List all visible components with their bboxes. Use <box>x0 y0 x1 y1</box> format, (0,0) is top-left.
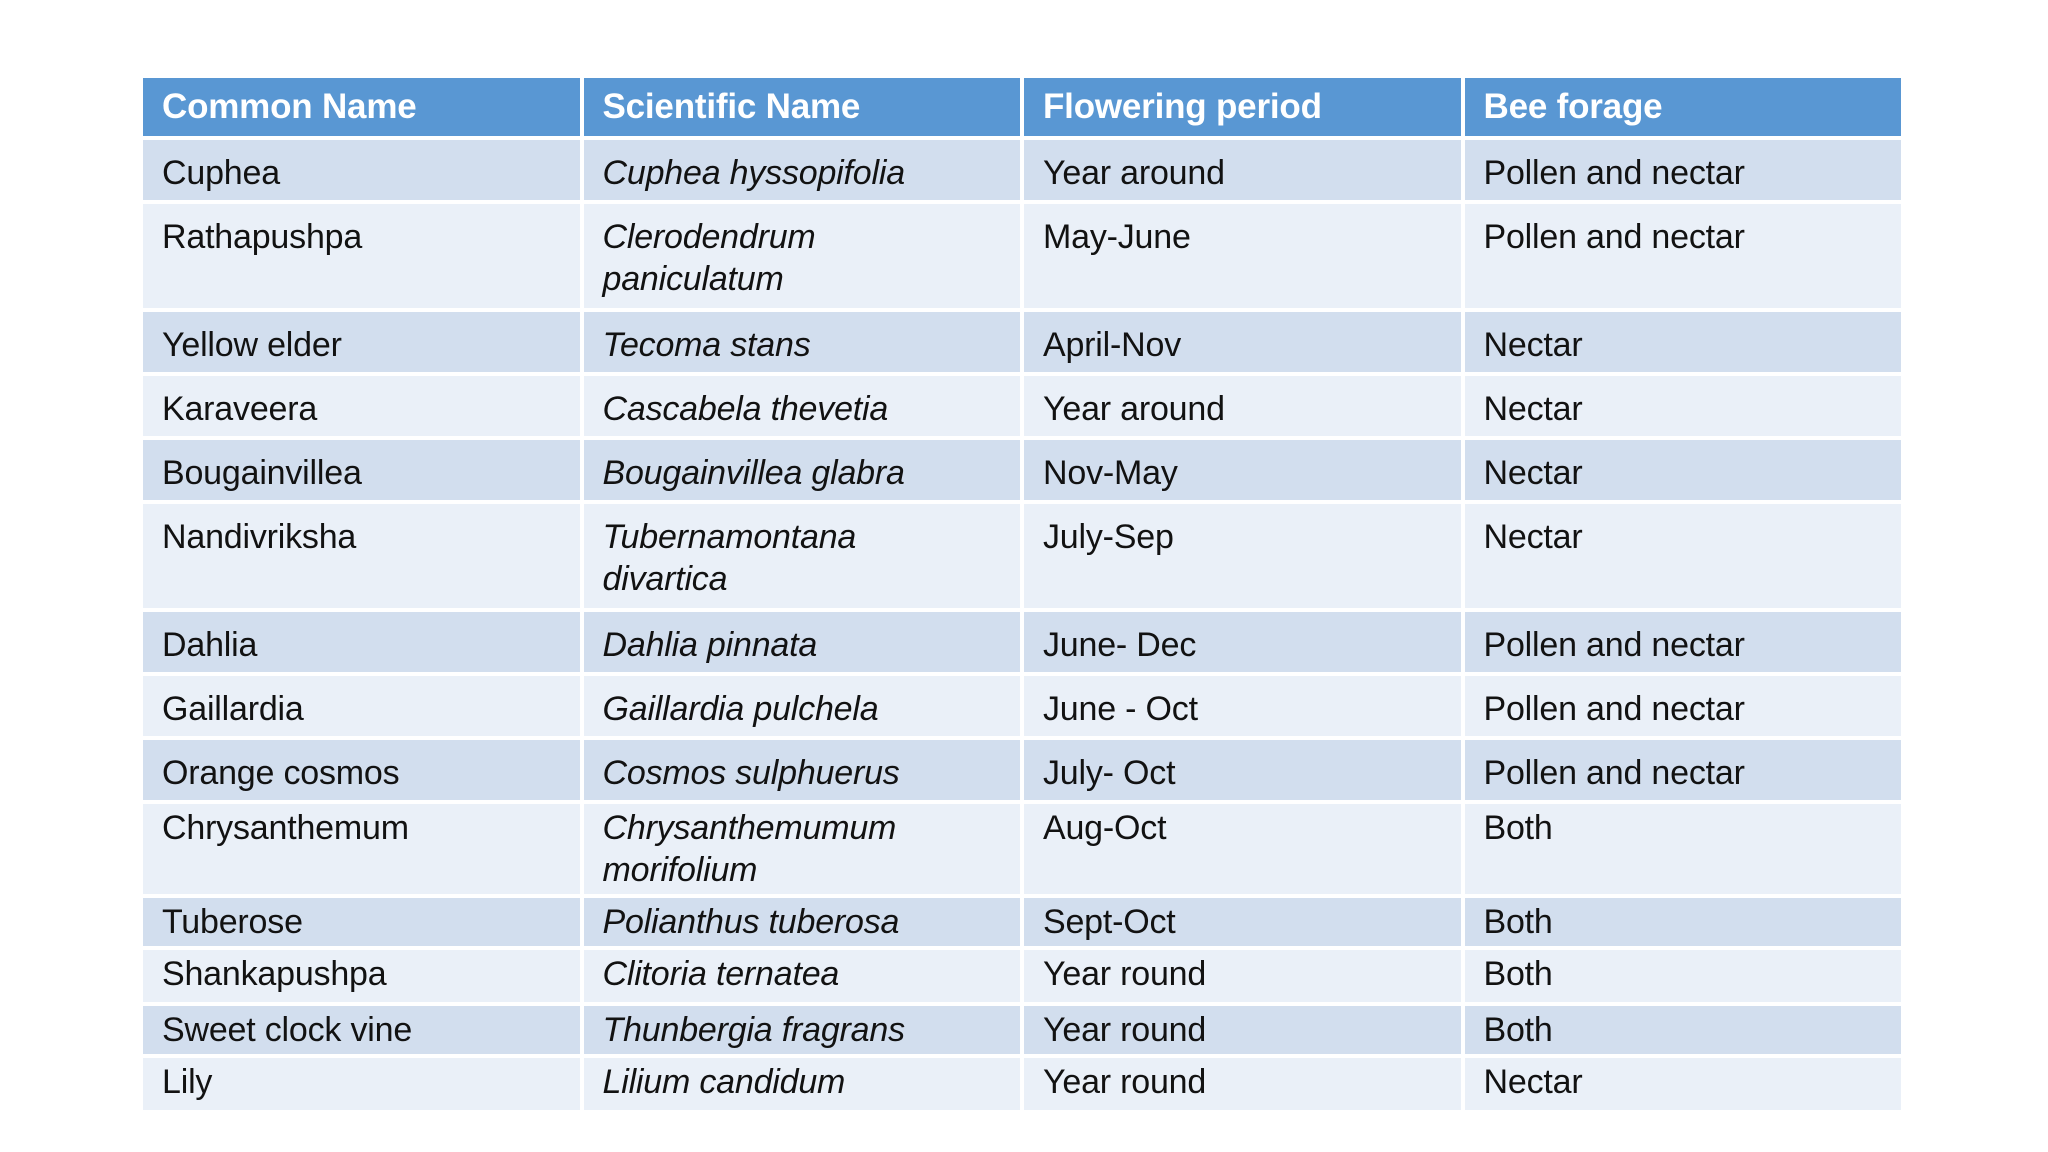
table-row: Rathapushpa Clerodendrum paniculatum May-J… <box>143 204 1901 308</box>
cell-forage: Pollen and nectar <box>1464 612 1901 672</box>
cell-common: Dahlia <box>143 612 580 672</box>
cell-forage: Nectar <box>1464 440 1901 500</box>
cell-scientific: Tecoma stans <box>583 312 1020 372</box>
table-row: Yellow elder Tecoma stans April-Nov Nectar <box>143 312 1901 372</box>
header-flowering-period: Flowering period <box>1024 78 1461 136</box>
cell-forage: Nectar <box>1464 376 1901 436</box>
cell-forage: Nectar <box>1464 312 1901 372</box>
cell-flowering: Nov-May <box>1024 440 1461 500</box>
cell-common: Sweet clock vine <box>143 1006 580 1054</box>
cell-flowering: April-Nov <box>1024 312 1461 372</box>
cell-scientific: Clitoria ternatea <box>583 950 1020 1002</box>
cell-flowering: July- Oct <box>1024 740 1461 800</box>
cell-forage: Both <box>1464 950 1901 1002</box>
table-row: Sweet clock vine Thunbergia fragrans Year … <box>143 1006 1901 1054</box>
cell-flowering: July-Sep <box>1024 504 1461 608</box>
cell-scientific: Cosmos sulphuerus <box>583 740 1020 800</box>
header-bee-forage: Bee forage <box>1464 78 1901 136</box>
cell-scientific: Gaillardia pulchela <box>583 676 1020 736</box>
cell-scientific: Lilium candidum <box>583 1058 1020 1110</box>
cell-flowering: Year around <box>1024 140 1461 200</box>
cell-scientific: Polianthus tuberosa <box>583 898 1020 946</box>
cell-scientific: Chrysanthemumum morifolium <box>583 804 1020 894</box>
cell-scientific: Tubernamontana divartica <box>583 504 1020 608</box>
table-row: Lily Lilium candidum Year round Nectar <box>143 1058 1901 1110</box>
table-row: Chrysanthemum Chrysanthemumum morifolium A… <box>143 804 1901 894</box>
cell-forage: Pollen and nectar <box>1464 204 1901 308</box>
table-row: Gaillardia Gaillardia pulchela June - Oct P… <box>143 676 1901 736</box>
cell-common: Rathapushpa <box>143 204 580 308</box>
cell-common: Tuberose <box>143 898 580 946</box>
cell-forage: Both <box>1464 898 1901 946</box>
cell-scientific: Bougainvillea glabra <box>583 440 1020 500</box>
cell-flowering: June- Dec <box>1024 612 1461 672</box>
cell-forage: Both <box>1464 804 1901 894</box>
table-row: Shankapushpa Clitoria ternatea Year round B… <box>143 950 1901 1002</box>
cell-forage: Pollen and nectar <box>1464 676 1901 736</box>
cell-common: Lily <box>143 1058 580 1110</box>
cell-flowering: June - Oct <box>1024 676 1461 736</box>
table-row: Tuberose Polianthus tuberosa Sept-Oct Both <box>143 898 1901 946</box>
cell-common: Bougainvillea <box>143 440 580 500</box>
header-scientific-name: Scientific Name <box>583 78 1020 136</box>
cell-common: Nandivriksha <box>143 504 580 608</box>
cell-scientific: Dahlia pinnata <box>583 612 1020 672</box>
cell-flowering: Year round <box>1024 1058 1461 1110</box>
cell-common: Orange cosmos <box>143 740 580 800</box>
cell-common: Chrysanthemum <box>143 804 580 894</box>
header-common-name: Common Name <box>143 78 580 136</box>
cell-scientific: Thunbergia fragrans <box>583 1006 1020 1054</box>
cell-scientific: Cuphea hyssopifolia <box>583 140 1020 200</box>
table-row: Bougainvillea Bougainvillea glabra Nov-May… <box>143 440 1901 500</box>
cell-flowering: Sept-Oct <box>1024 898 1461 946</box>
table-row: Orange cosmos Cosmos sulphuerus July- Oct P… <box>143 740 1901 800</box>
cell-flowering: May-June <box>1024 204 1461 308</box>
cell-common: Cuphea <box>143 140 580 200</box>
cell-common: Karaveera <box>143 376 580 436</box>
cell-forage: Pollen and nectar <box>1464 740 1901 800</box>
cell-common: Gaillardia <box>143 676 580 736</box>
cell-flowering: Year around <box>1024 376 1461 436</box>
table-row: Cuphea Cuphea hyssopifolia Year around Poll… <box>143 140 1901 200</box>
cell-flowering: Aug-Oct <box>1024 804 1461 894</box>
cell-scientific: Cascabela thevetia <box>583 376 1020 436</box>
table-row: Dahlia Dahlia pinnata June- Dec Pollen and … <box>143 612 1901 672</box>
cell-forage: Pollen and nectar <box>1464 140 1901 200</box>
table-header-row: Common Name Scientific Name Flowering pe… <box>143 78 1901 136</box>
table-row: Karaveera Cascabela thevetia Year around Ne… <box>143 376 1901 436</box>
cell-common: Yellow elder <box>143 312 580 372</box>
cell-forage: Nectar <box>1464 504 1901 608</box>
forage-table: Common Name Scientific Name Flowering pe… <box>143 78 1901 1110</box>
cell-flowering: Year round <box>1024 950 1461 1002</box>
cell-forage: Nectar <box>1464 1058 1901 1110</box>
cell-scientific: Clerodendrum paniculatum <box>583 204 1020 308</box>
cell-forage: Both <box>1464 1006 1901 1054</box>
table-row: Nandivriksha Tubernamontana divartica July… <box>143 504 1901 608</box>
cell-common: Shankapushpa <box>143 950 580 1002</box>
cell-flowering: Year round <box>1024 1006 1461 1054</box>
